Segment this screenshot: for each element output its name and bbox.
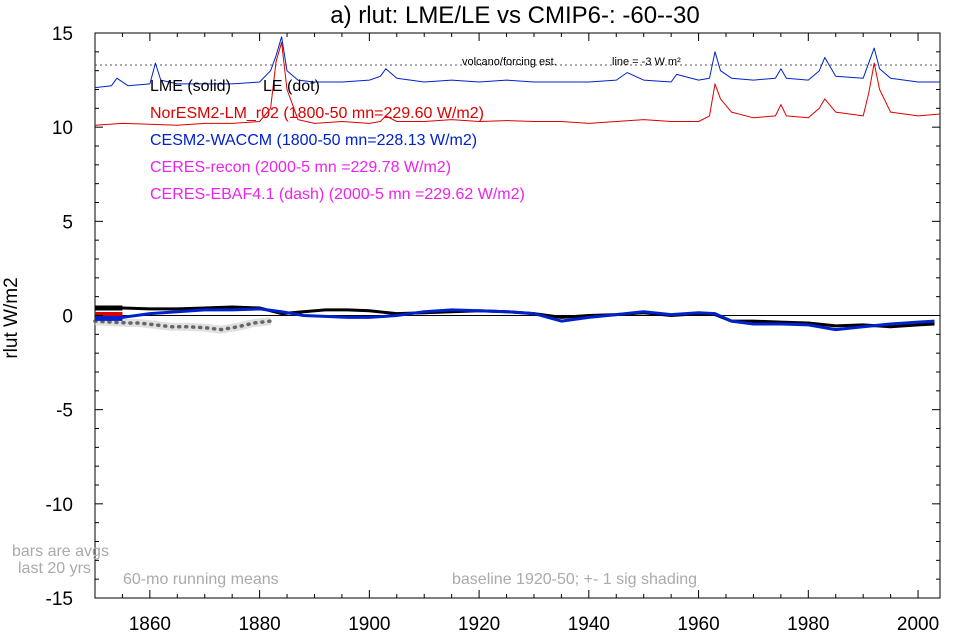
series-line-1 [93, 319, 273, 332]
y-tick-label: 15 [52, 24, 73, 45]
annotation-bars-1: bars are avgs [12, 543, 109, 560]
series-line-2 [94, 307, 935, 332]
y-axis-label: rlut W/m2 [1, 277, 22, 358]
legend-le: LE (dot) [263, 78, 320, 95]
x-tick-label: 1980 [787, 614, 829, 635]
y-tick-label: -5 [56, 401, 73, 422]
series-line-4 [94, 36, 940, 89]
annotation-bars-2: last 20 yrs [18, 560, 91, 577]
x-tick-label: 1920 [458, 614, 500, 635]
legend-lme: LME (solid) [150, 78, 231, 95]
x-tick-label: 2000 [897, 614, 939, 635]
y-tick-label: 5 [62, 212, 73, 233]
x-tick-label: 1900 [348, 614, 390, 635]
legend-cesm: CESM2-WACCM (1800-50 mn=228.13 W/m2) [150, 132, 477, 149]
y-tick-label: 0 [62, 307, 73, 328]
x-tick-label: 1880 [238, 614, 280, 635]
chart-title: a) rlut: LME/LE vs CMIP6-: -60--30 [330, 2, 699, 29]
zero-line-group [95, 64, 940, 316]
axes-group: 1860 1880 1900 1920 1940 1960 1980 2000 15 10 5 0 -5… [46, 24, 940, 635]
x-tick-label: 1860 [129, 614, 171, 635]
annotation-volcano: volcano/forcing est. [462, 56, 557, 68]
series-line-3 [94, 41, 941, 126]
series-group [93, 36, 941, 334]
x-tick-label: 1960 [677, 614, 719, 635]
bars-group [95, 305, 123, 321]
annotation-running: 60-mo running means [123, 571, 279, 588]
legend-noresm: NorESM2-LM_r02 (1800-50 mn=229.60 W/m2) [150, 105, 484, 122]
y-tick-label: -15 [46, 589, 73, 610]
y-tick-label: -10 [46, 495, 73, 516]
legend-ceres-ebaf: CERES-EBAF4.1 (dash) (2000-5 mn =229.62 … [150, 186, 525, 203]
annotation-baseline: baseline 1920-50; +- 1 sig shading [452, 571, 697, 588]
x-tick-label: 1940 [568, 614, 610, 635]
annotation-line-label: line = -3 W m² [612, 56, 681, 68]
legend-ceres-recon: CERES-recon (2000-5 mn =229.78 W/m2) [150, 159, 451, 176]
y-tick-label: 10 [52, 118, 73, 139]
